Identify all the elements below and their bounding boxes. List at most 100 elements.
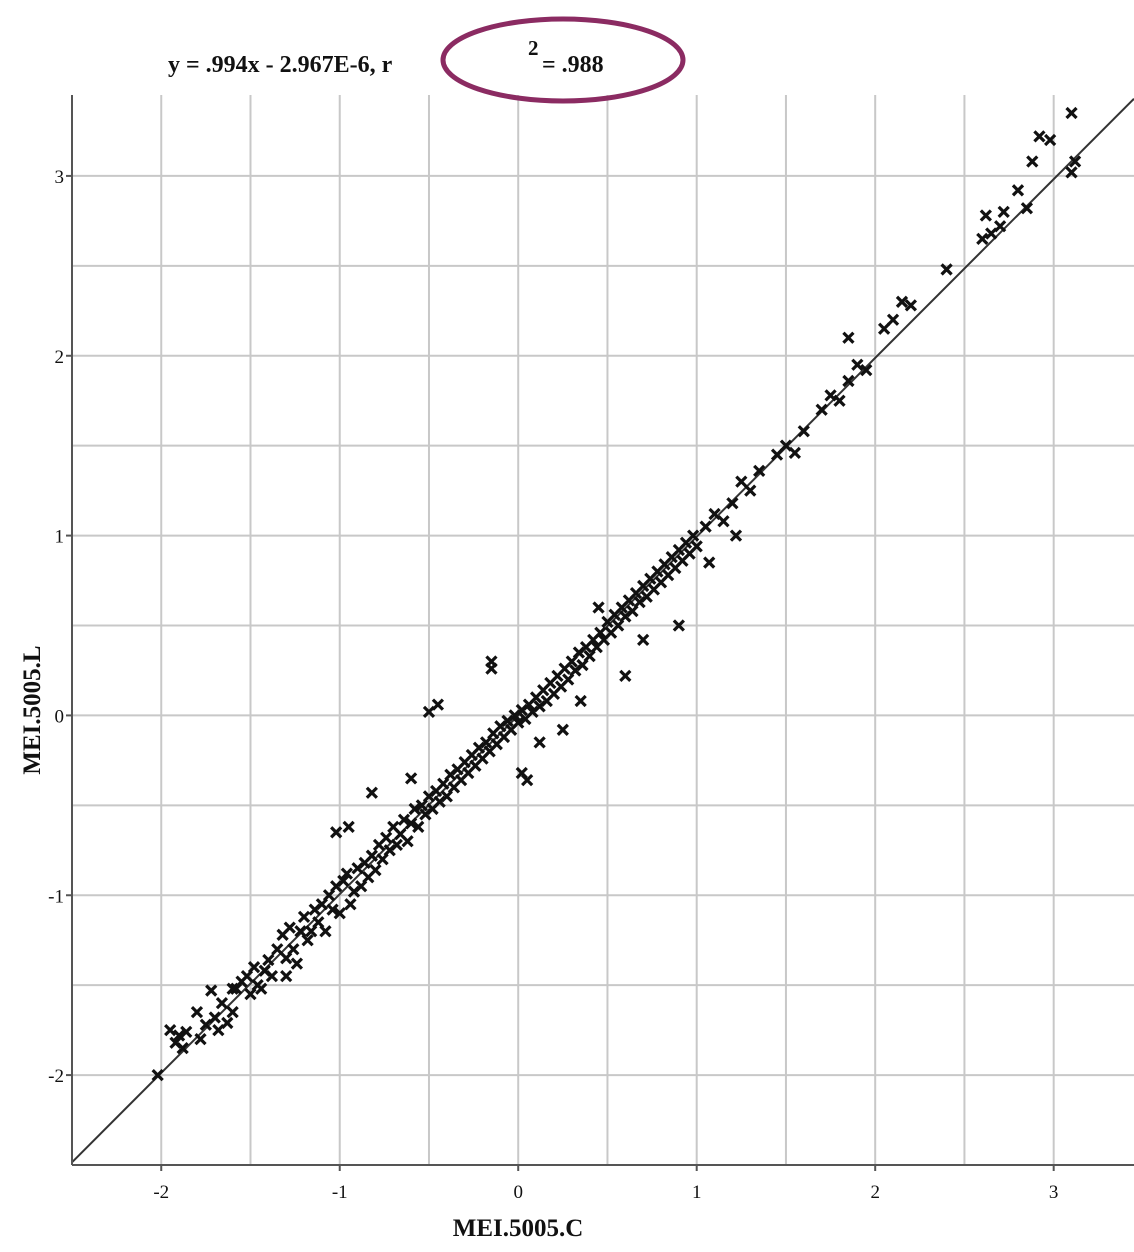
data-point <box>342 820 355 834</box>
data-point <box>226 982 239 995</box>
data-point <box>1026 155 1039 168</box>
equation-text: y = .994x - 2.967E-6, r <box>168 52 393 78</box>
data-point <box>997 205 1010 219</box>
data-point <box>169 1036 182 1049</box>
y-tick-label: 1 <box>55 527 65 548</box>
y-axis-title: MEI.5005.L <box>19 645 46 774</box>
data-point <box>726 497 739 510</box>
x-tick-label: 2 <box>870 1182 880 1203</box>
data-point <box>521 774 534 787</box>
data-point <box>369 863 382 877</box>
data-point <box>904 299 918 312</box>
data-point <box>744 484 757 497</box>
data-point <box>842 374 855 388</box>
axes <box>71 95 1134 1166</box>
data-point <box>287 943 300 956</box>
x-tick-label: 0 <box>513 1182 523 1203</box>
data-point <box>408 802 421 816</box>
data-point <box>1065 166 1078 179</box>
data-point <box>556 723 569 736</box>
data-point <box>735 475 748 488</box>
data-point <box>180 1025 193 1039</box>
data-point <box>512 716 525 729</box>
data-point <box>255 982 268 995</box>
data-point <box>1043 133 1057 147</box>
data-point <box>297 910 311 923</box>
data-point <box>280 970 293 983</box>
data-point <box>151 1068 164 1082</box>
data-point <box>265 970 279 983</box>
data-point <box>172 1029 186 1042</box>
data-point <box>365 786 378 799</box>
y-tick-label: -2 <box>48 1066 64 1087</box>
data-point <box>687 529 700 542</box>
data-point <box>226 1006 239 1019</box>
r2-value: = .988 <box>542 52 604 78</box>
r2-highlight-ellipse <box>440 16 686 104</box>
data-point <box>397 813 411 826</box>
data-point <box>594 626 607 639</box>
data-point <box>1068 155 1082 168</box>
data-point <box>886 313 900 326</box>
data-point <box>412 820 425 834</box>
data-point <box>344 898 357 911</box>
data-point <box>729 529 743 542</box>
data-point <box>797 425 810 438</box>
data-point <box>380 831 393 844</box>
data-point <box>690 540 703 553</box>
data-point <box>637 633 650 647</box>
data-point <box>365 849 378 862</box>
data-point <box>976 232 989 245</box>
data-point <box>753 464 766 477</box>
data-point <box>815 403 828 416</box>
data-point <box>703 556 716 569</box>
y-tick-label: -1 <box>48 886 64 907</box>
data-point <box>672 619 685 632</box>
data-point <box>824 389 837 402</box>
data-point <box>404 817 418 830</box>
data-point <box>221 1016 234 1030</box>
data-point <box>979 209 992 222</box>
data-point <box>271 943 284 956</box>
y-tick-label: 2 <box>55 347 65 368</box>
x-tick-label: 3 <box>1049 1182 1059 1203</box>
y-tick-label: 0 <box>55 706 65 727</box>
data-point <box>283 921 296 934</box>
tick-labels: -2 -1 0 1 2 3 -2 -1 0 1 2 3 <box>48 167 1058 1203</box>
data-point <box>895 295 909 308</box>
data-point <box>1020 202 1034 215</box>
data-point <box>533 736 546 749</box>
data-point <box>164 1023 177 1037</box>
data-point <box>431 698 445 711</box>
data-point <box>319 925 332 938</box>
data-point <box>326 903 339 916</box>
x-axis-title: MEI.5005.C <box>453 1215 584 1242</box>
data-point <box>485 662 498 675</box>
y-tick-label: 3 <box>55 167 65 188</box>
data-point <box>717 515 730 528</box>
data-point <box>619 669 632 682</box>
x-tick-label: 1 <box>692 1182 702 1203</box>
data-point <box>994 220 1007 233</box>
data-point <box>340 867 354 880</box>
data-point <box>842 331 855 344</box>
data-point <box>788 446 802 459</box>
data-point <box>699 520 712 533</box>
r2-exponent: 2 <box>528 36 539 60</box>
data-point <box>860 364 873 377</box>
data-point <box>940 263 953 276</box>
data-point <box>770 448 784 461</box>
data-point <box>205 984 218 997</box>
data-point <box>574 694 587 708</box>
data-points <box>151 106 1082 1082</box>
data-point <box>877 322 891 335</box>
data-point <box>401 835 414 848</box>
x-tick-label: -2 <box>153 1182 169 1203</box>
data-point <box>247 961 261 974</box>
data-point <box>404 772 418 785</box>
data-point <box>333 907 346 920</box>
data-point <box>190 1006 204 1019</box>
data-point <box>330 826 343 839</box>
